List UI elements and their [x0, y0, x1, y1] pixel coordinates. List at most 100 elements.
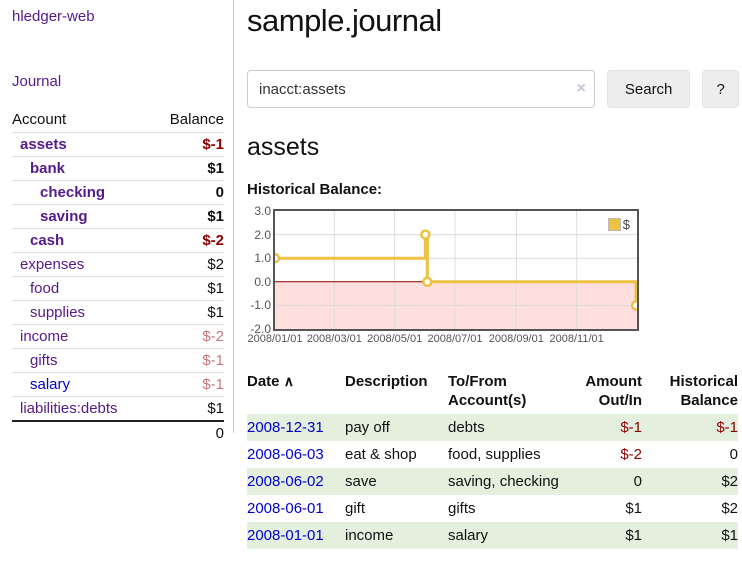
account-balance: $-1 — [152, 372, 224, 397]
transaction-amount: $-1 — [620, 419, 642, 436]
page-title: sample.journal — [247, 3, 442, 38]
chart-svg — [275, 211, 637, 329]
account-balance: 0 — [152, 180, 224, 205]
transaction-row[interactable]: 2008-06-03 eat & shop food, supplies $-2… — [247, 441, 738, 468]
transaction-row[interactable]: 2008-06-01 gift gifts $1 $2 — [247, 495, 738, 522]
account-row: saving $1 — [12, 204, 224, 229]
accounts-header-balance: Balance — [169, 111, 224, 128]
account-row: expenses $2 — [12, 252, 224, 277]
transaction-amount: 0 — [633, 473, 642, 490]
account-balance: $2 — [152, 252, 224, 277]
x-axis-label: 2008/03/01 — [306, 333, 362, 345]
account-link[interactable]: income — [20, 328, 69, 345]
accounts-total-value: 0 — [152, 420, 224, 445]
y-axis-label: 2.0 — [254, 227, 271, 242]
x-axis-label: 2008/01/01 — [247, 333, 303, 345]
account-row: supplies $1 — [12, 300, 224, 325]
transactions-header-row: Date ∧ Description To/From Account(s) Am… — [247, 370, 738, 414]
chart-legend: $ — [605, 216, 632, 233]
y-axis-label: 0.0 — [254, 274, 271, 289]
account-row: gifts $-1 — [12, 348, 224, 373]
x-axis-label: 2008/07/01 — [427, 333, 483, 345]
sort-ascending-icon: ∧ — [283, 373, 294, 389]
transaction-accounts: saving, checking — [448, 473, 559, 490]
help-button[interactable]: ? — [702, 70, 739, 108]
account-link[interactable]: salary — [30, 376, 71, 393]
header-description: Description — [345, 373, 428, 390]
account-balance: $1 — [152, 276, 224, 301]
account-row: liabilities:debts $1 — [12, 396, 224, 421]
accounts-total-row: 0 — [12, 420, 224, 445]
transaction-balance: $-1 — [716, 419, 738, 436]
search-button[interactable]: Search — [606, 70, 691, 108]
y-axis-label: 3.0 — [254, 204, 271, 218]
account-link[interactable]: bank — [30, 160, 66, 177]
chart-label: Historical Balance: — [247, 181, 383, 198]
account-link[interactable]: supplies — [30, 304, 86, 321]
transaction-date-link[interactable]: 2008-06-01 — [247, 500, 324, 517]
transaction-description: gift — [345, 500, 366, 517]
y-axis-label: -2.0 — [250, 322, 271, 336]
accounts-header-row: Account Balance — [12, 108, 224, 133]
header-date[interactable]: Date ∧ — [247, 373, 294, 390]
transaction-balance: $1 — [721, 527, 738, 544]
account-link[interactable]: cash — [30, 232, 65, 249]
transaction-accounts: food, supplies — [448, 446, 541, 463]
account-balance: $1 — [152, 396, 224, 421]
account-link[interactable]: saving — [40, 208, 88, 225]
chart-point — [630, 300, 637, 311]
account-balance: $-1 — [152, 132, 224, 157]
account-balance: $-2 — [152, 228, 224, 253]
header-amount: Amount Out/In — [585, 373, 642, 409]
legend-label: $ — [622, 217, 630, 232]
transaction-balance: $2 — [721, 473, 738, 490]
chart-y-axis: 3.0 2.0 1.0 0.0 -1.0 -2.0 — [247, 204, 273, 336]
balance-chart: 3.0 2.0 1.0 0.0 -1.0 -2.0 $ 2008/01/01 2008/03… — [247, 204, 739, 347]
account-link[interactable]: assets — [20, 136, 67, 153]
transaction-description: pay off — [345, 419, 390, 436]
chart-x-axis: 2008/01/01 2008/03/01 2008/05/01 2008/07/01… — [247, 331, 639, 347]
account-balance: $1 — [152, 156, 224, 181]
search-input[interactable] — [247, 70, 595, 108]
transaction-description: eat & shop — [345, 446, 417, 463]
transaction-date-link[interactable]: 2008-06-02 — [247, 473, 324, 490]
main-content: sample.journal × Search ? assets Histori… — [247, 0, 739, 549]
transaction-row[interactable]: 2008-06-02 save saving, checking 0 $2 — [247, 468, 738, 495]
transaction-date-link[interactable]: 2008-06-03 — [247, 446, 324, 463]
account-link[interactable]: liabilities:debts — [20, 400, 118, 417]
account-balance: $1 — [152, 204, 224, 229]
x-axis-label: 2008/11/01 — [549, 333, 604, 345]
sidebar-item-journal[interactable]: Journal — [12, 73, 62, 90]
chart-point — [422, 276, 433, 288]
legend-swatch — [607, 218, 621, 231]
transaction-description: save — [345, 473, 377, 490]
account-row: food $1 — [12, 276, 224, 301]
transaction-balance: 0 — [729, 446, 738, 463]
x-axis-label: 2008/05/01 — [367, 333, 423, 345]
account-link[interactable]: expenses — [20, 256, 85, 273]
chart-plot-area: $ — [273, 209, 639, 331]
x-axis-label: 2008/09/01 — [488, 333, 544, 345]
sidebar: hledger-web Journal Account Balance asse… — [0, 0, 234, 445]
transactions-table: Date ∧ Description To/From Account(s) Am… — [247, 370, 738, 549]
account-link[interactable]: gifts — [30, 352, 58, 369]
transaction-amount: $1 — [625, 527, 642, 544]
account-link[interactable]: food — [30, 280, 60, 297]
transaction-accounts: gifts — [448, 500, 476, 517]
app-title-link[interactable]: hledger-web — [12, 8, 95, 25]
account-row: assets $-1 — [12, 132, 224, 157]
transaction-amount: $1 — [625, 500, 642, 517]
chart-point — [420, 229, 431, 240]
y-axis-label: 1.0 — [254, 251, 271, 266]
account-balance: $-2 — [152, 324, 224, 349]
account-link[interactable]: checking — [40, 184, 106, 201]
clear-search-icon[interactable]: × — [576, 80, 586, 97]
search-row: × Search ? — [247, 70, 739, 108]
transaction-date-link[interactable]: 2008-01-01 — [247, 527, 324, 544]
account-balance: $1 — [152, 300, 224, 325]
account-row: checking 0 — [12, 180, 224, 205]
transaction-row[interactable]: 2008-12-31 pay off debts $-1 $-1 — [247, 414, 738, 441]
chart-point — [275, 252, 281, 264]
transaction-row[interactable]: 2008-01-01 income salary $1 $1 — [247, 522, 738, 549]
transaction-date-link[interactable]: 2008-12-31 — [247, 419, 324, 436]
